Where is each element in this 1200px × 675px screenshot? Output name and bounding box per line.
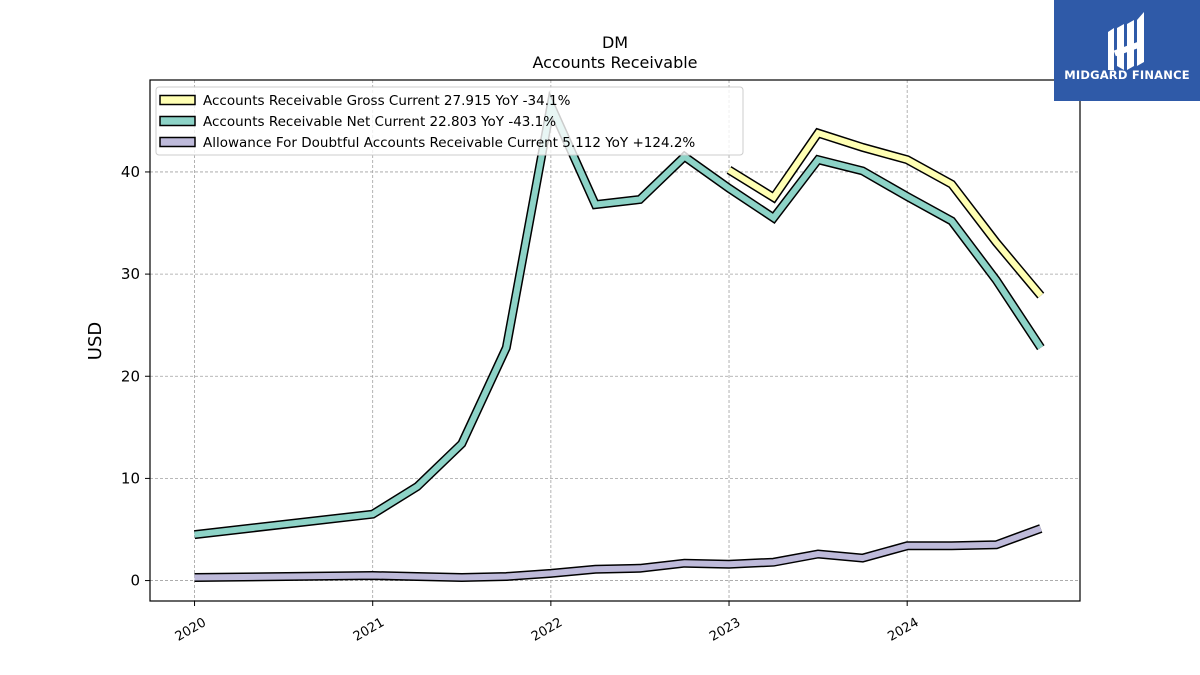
plot-frame xyxy=(149,79,1081,602)
legend-swatch xyxy=(159,94,196,106)
legend-label: Accounts Receivable Gross Current 27.915… xyxy=(203,93,571,109)
y-tick-label: 40 xyxy=(121,163,140,181)
series-line-fill xyxy=(194,525,1042,581)
brand-name: MIDGARD FINANCE xyxy=(1064,68,1190,82)
series-line-outline xyxy=(193,90,1045,540)
x-axis: 2020 2021 2022 2023 2024 xyxy=(173,601,922,645)
x-tick-label: 2022 xyxy=(529,615,565,645)
y-tick-label: 20 xyxy=(121,367,140,385)
legend-label: Allowance For Doubtful Accounts Receivab… xyxy=(203,135,695,151)
series-line xyxy=(726,127,1045,299)
series-line-fill xyxy=(194,95,1044,538)
legend-swatch xyxy=(159,136,196,148)
series-line-fill xyxy=(727,129,1044,298)
legend-box xyxy=(155,86,744,156)
legend-swatch xyxy=(159,115,196,127)
x-tick-label: 2023 xyxy=(707,615,743,645)
x-tick-label: 2020 xyxy=(173,615,209,645)
y-tick-label: 30 xyxy=(121,265,140,283)
series-line xyxy=(193,90,1045,540)
y-tick-label: 0 xyxy=(130,572,140,590)
y-axis-label: USD xyxy=(85,322,106,360)
brand-logo: MIDGARD FINANCE xyxy=(1054,0,1200,101)
x-tick-label: 2021 xyxy=(351,615,387,645)
legend: Accounts Receivable Gross Current 27.915… xyxy=(155,86,744,156)
chart-subtitle: Accounts Receivable xyxy=(532,53,697,72)
chart-title: DM xyxy=(602,33,628,52)
series-line xyxy=(194,524,1043,583)
legend-label: Accounts Receivable Net Current 22.803 Y… xyxy=(203,114,556,130)
y-axis: 0 10 20 30 40 xyxy=(121,163,150,590)
y-tick-label: 10 xyxy=(121,469,140,487)
grid-lines xyxy=(150,80,1080,601)
series-layer xyxy=(193,90,1045,583)
midgard-logo-icon xyxy=(1108,12,1144,70)
x-tick-label: 2024 xyxy=(885,615,921,645)
